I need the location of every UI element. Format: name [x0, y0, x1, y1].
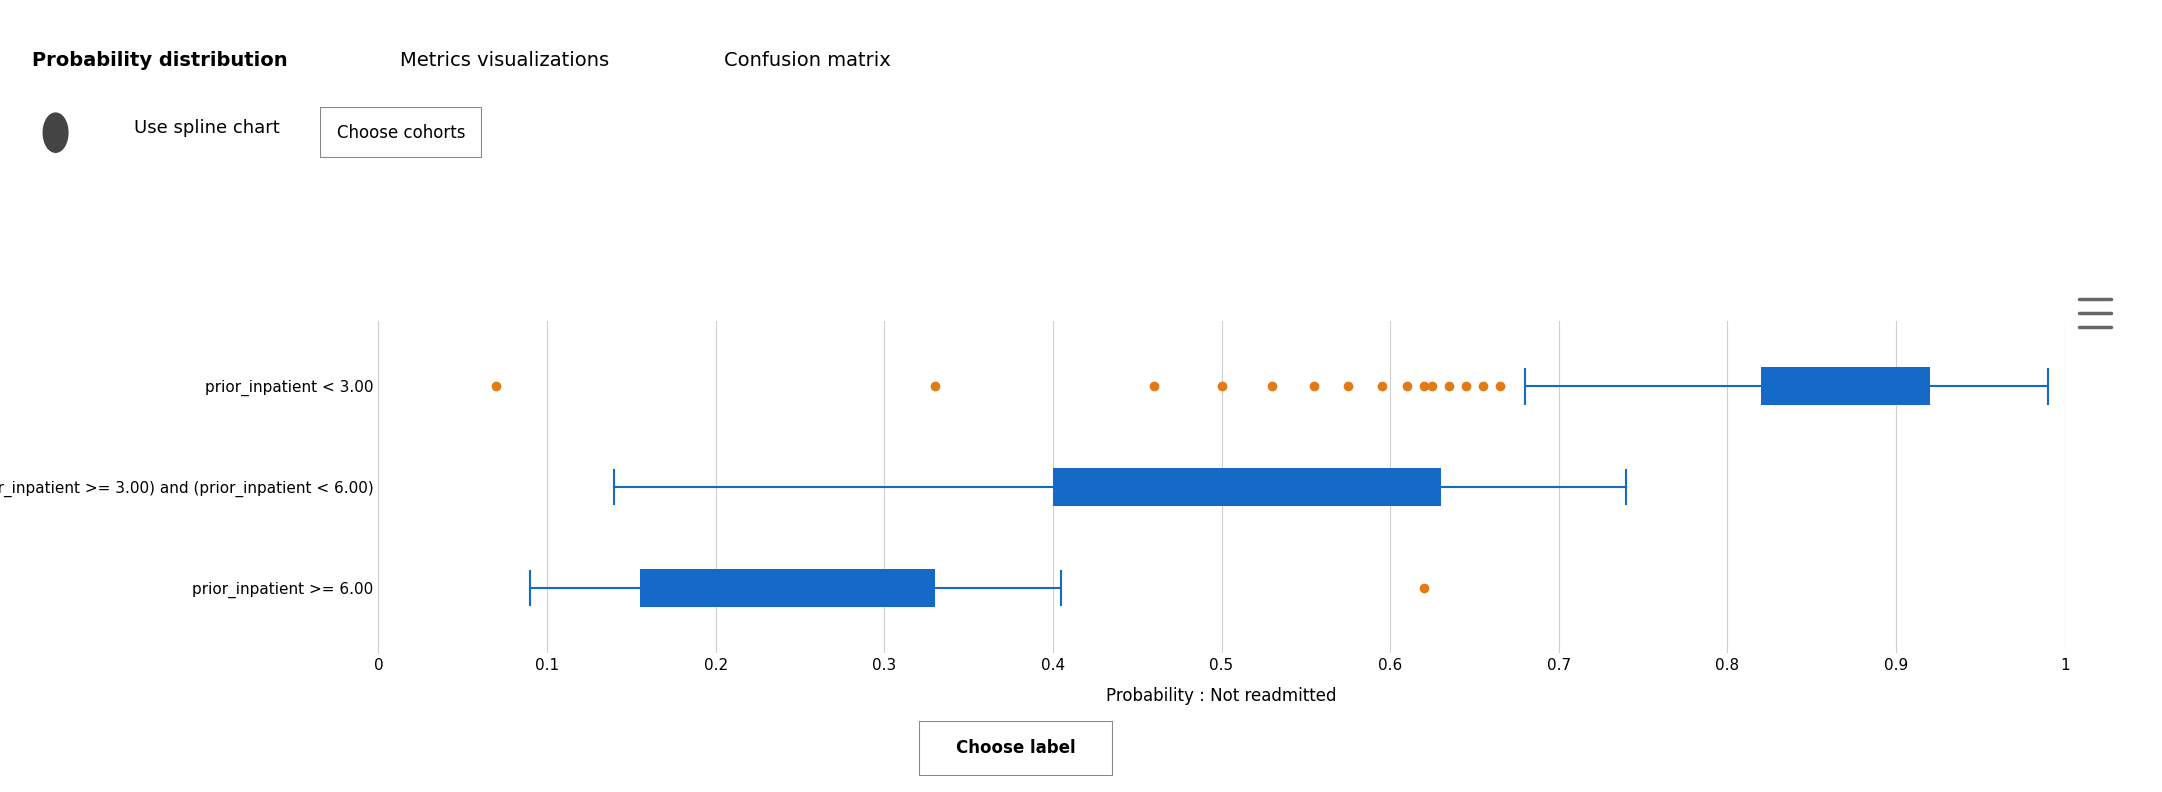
- Text: Choose cohorts: Choose cohorts: [337, 124, 465, 142]
- FancyBboxPatch shape: [919, 721, 1113, 776]
- Text: Use spline chart: Use spline chart: [134, 120, 279, 137]
- Bar: [1053, 468, 1440, 506]
- Text: Choose label: Choose label: [956, 740, 1077, 757]
- FancyBboxPatch shape: [19, 88, 128, 177]
- X-axis label: Probability : Not readmitted: Probability : Not readmitted: [1107, 687, 1336, 705]
- Circle shape: [43, 113, 67, 152]
- Text: Confusion matrix: Confusion matrix: [724, 51, 891, 70]
- Bar: [640, 569, 934, 607]
- FancyBboxPatch shape: [320, 107, 482, 158]
- Text: Probability distribution: Probability distribution: [32, 51, 288, 70]
- Bar: [1762, 367, 1931, 406]
- Text: Metrics visualizations: Metrics visualizations: [400, 51, 610, 70]
